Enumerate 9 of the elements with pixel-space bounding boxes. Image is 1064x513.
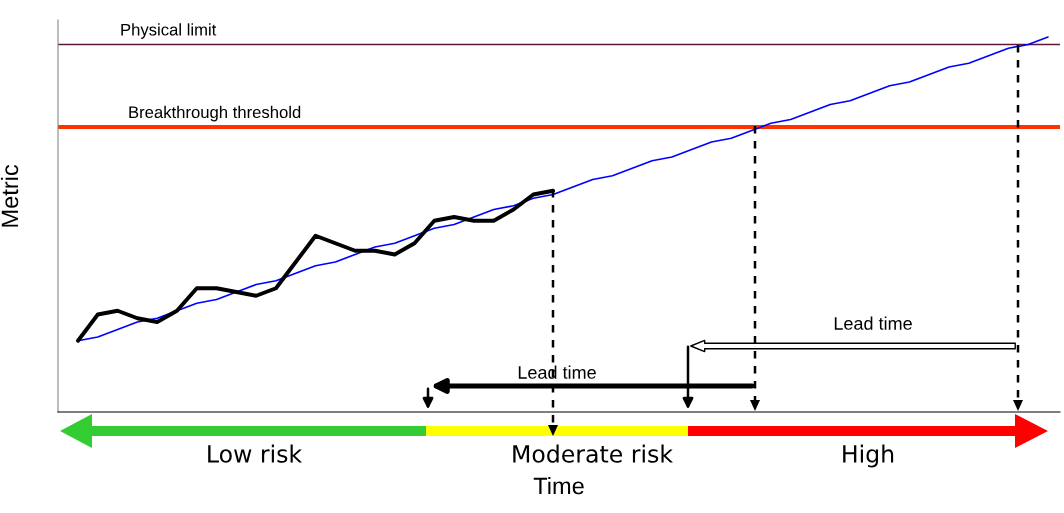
annotation: Lead time [518, 365, 596, 379]
text: High [843, 444, 894, 468]
ref-line-label: Physical limit [121, 23, 217, 39]
ref-line-label: Breakthrough threshold [129, 105, 301, 122]
y-axis-title: Metric [0, 164, 19, 227]
x-axis-title: Time [533, 476, 584, 495]
text: Moderate risk [513, 444, 673, 463]
annotation: Lead time [834, 316, 912, 330]
text: Low risk [208, 444, 303, 463]
